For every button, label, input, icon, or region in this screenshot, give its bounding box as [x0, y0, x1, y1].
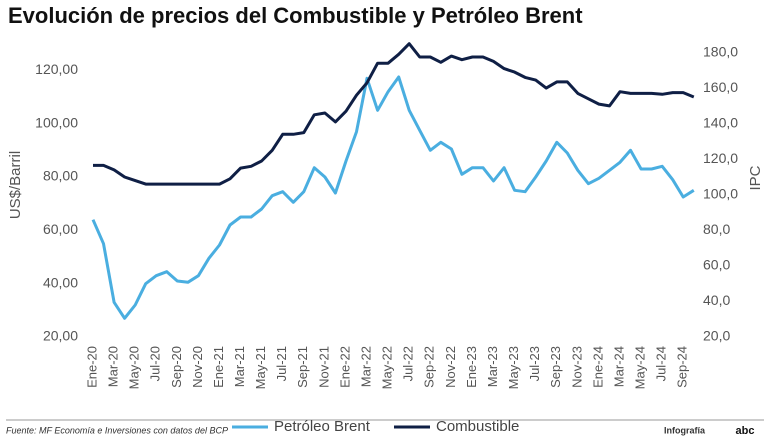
y2-tick-label: 140,0 [703, 114, 738, 130]
y-tick-label: 120,00 [35, 61, 78, 77]
y2-tick-label: 20,0 [703, 328, 730, 344]
y2-tick-label: 60,0 [703, 257, 730, 273]
x-tick-label: Sep-23 [548, 346, 563, 388]
credit: Infografía [664, 425, 706, 435]
y2-tick-label: 160,0 [703, 79, 738, 95]
y-tick-label: 40,00 [43, 274, 78, 290]
x-tick-label: May-22 [380, 346, 395, 389]
x-tick-label: Ene-22 [337, 346, 352, 388]
series-line [93, 42, 695, 186]
x-tick-label: Mar-21 [232, 346, 247, 387]
x-tick-label: Sep-20 [169, 346, 184, 388]
x-tick-label: Jul-22 [401, 346, 416, 381]
x-tick-label: Ene-23 [464, 346, 479, 388]
x-tick-label: May-20 [127, 346, 142, 389]
y2-tick-label: 120,0 [703, 150, 738, 166]
y-tick-label: 100,00 [35, 114, 78, 130]
x-tick-label: Sep-22 [422, 346, 437, 388]
x-tick-label: Sep-21 [295, 346, 310, 388]
y-axis-label: US$/Barril [7, 151, 24, 219]
x-tick-label: Jul-23 [527, 346, 542, 381]
x-tick-label: Nov-22 [443, 346, 458, 388]
x-tick-label: Mar-22 [358, 346, 373, 387]
x-tick-label: Jul-24 [654, 346, 669, 381]
x-tick-label: Nov-20 [190, 346, 205, 388]
chart-title: Evolución de precios del Combustible y P… [8, 3, 583, 28]
y-tick-label: 60,00 [43, 221, 78, 237]
x-tick-label: Jul-21 [274, 346, 289, 381]
source: Fuente: MF Economía e Inversiones con da… [6, 425, 228, 435]
x-tick-label: Mar-20 [106, 346, 121, 387]
x-tick-label: Sep-24 [675, 346, 690, 388]
series-line [91, 75, 695, 320]
x-tick-label: Ene-24 [590, 346, 605, 388]
x-tick-label: Nov-21 [316, 346, 331, 388]
x-tick-label: Mar-24 [611, 346, 626, 387]
x-tick-label: Mar-23 [485, 346, 500, 387]
y2-axis-label: IPC [747, 165, 764, 190]
legend-label: Petróleo Brent [274, 418, 371, 435]
x-tick-label: May-21 [253, 346, 268, 389]
y2-tick-label: 40,0 [703, 292, 730, 308]
x-tick-label: May-24 [633, 346, 648, 389]
logo: abc [736, 425, 755, 437]
y-tick-label: 80,00 [43, 168, 78, 184]
y-tick-label: 20,00 [43, 328, 78, 344]
x-tick-label: Nov-23 [569, 346, 584, 388]
x-tick-label: Ene-20 [84, 346, 99, 388]
x-tick-label: Jul-20 [148, 346, 163, 381]
x-tick-label: Ene-21 [211, 346, 226, 388]
y2-tick-label: 100,0 [703, 185, 738, 201]
y2-tick-label: 180,0 [703, 43, 738, 59]
y2-tick-label: 80,0 [703, 221, 730, 237]
legend-label: Combustible [436, 418, 519, 435]
x-tick-label: May-23 [506, 346, 521, 389]
